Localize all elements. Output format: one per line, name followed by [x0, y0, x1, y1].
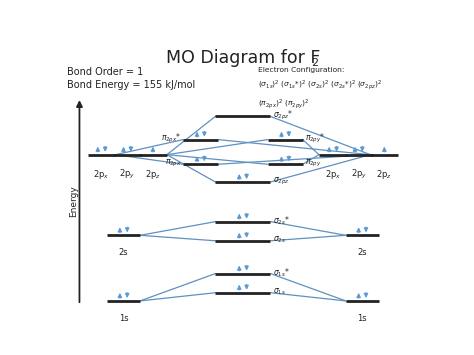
Text: Bond Energy = 155 kJ/mol: Bond Energy = 155 kJ/mol: [66, 80, 195, 89]
Text: 2s: 2s: [357, 248, 367, 257]
Text: 2p$_z$: 2p$_z$: [145, 168, 161, 181]
Text: 2: 2: [311, 58, 318, 68]
Text: $\sigma_{2pz}$: $\sigma_{2pz}$: [273, 176, 290, 187]
Text: 2p$_y$: 2p$_y$: [119, 168, 136, 181]
Text: $\pi_{2py}$: $\pi_{2py}$: [305, 158, 321, 169]
Text: $\pi_{2py}$*: $\pi_{2py}$*: [305, 132, 325, 145]
Text: Bond Order = 1: Bond Order = 1: [66, 67, 143, 77]
Text: 1s: 1s: [118, 314, 128, 323]
Text: 2p$_x$: 2p$_x$: [93, 168, 109, 181]
Text: Electron Configuration:
($\sigma_{1s}$)$^2$ ($\sigma_{1s}$*)$^2$ ($\sigma_{2s}$): Electron Configuration: ($\sigma_{1s}$)$…: [258, 67, 382, 111]
Text: $\pi_{2px}$: $\pi_{2px}$: [164, 158, 181, 169]
Text: 2p$_z$: 2p$_z$: [376, 168, 392, 181]
Text: 2p$_y$: 2p$_y$: [350, 168, 367, 181]
Text: $\sigma_{2s}$*: $\sigma_{2s}$*: [273, 214, 290, 227]
Text: 1s: 1s: [357, 314, 367, 323]
Text: $\sigma_{1s}$: $\sigma_{1s}$: [273, 286, 286, 297]
Text: Energy: Energy: [69, 185, 78, 217]
Text: $\sigma_{2s}$: $\sigma_{2s}$: [273, 235, 286, 245]
Text: MO Diagram for F: MO Diagram for F: [166, 49, 320, 67]
Text: 2s: 2s: [118, 248, 128, 257]
Text: $\sigma_{1s}$*: $\sigma_{1s}$*: [273, 267, 290, 279]
Text: $\sigma_{2pz}$*: $\sigma_{2pz}$*: [273, 109, 294, 122]
Text: 2p$_x$: 2p$_x$: [325, 168, 341, 181]
Text: $\pi_{2px}$*: $\pi_{2px}$*: [161, 132, 181, 145]
